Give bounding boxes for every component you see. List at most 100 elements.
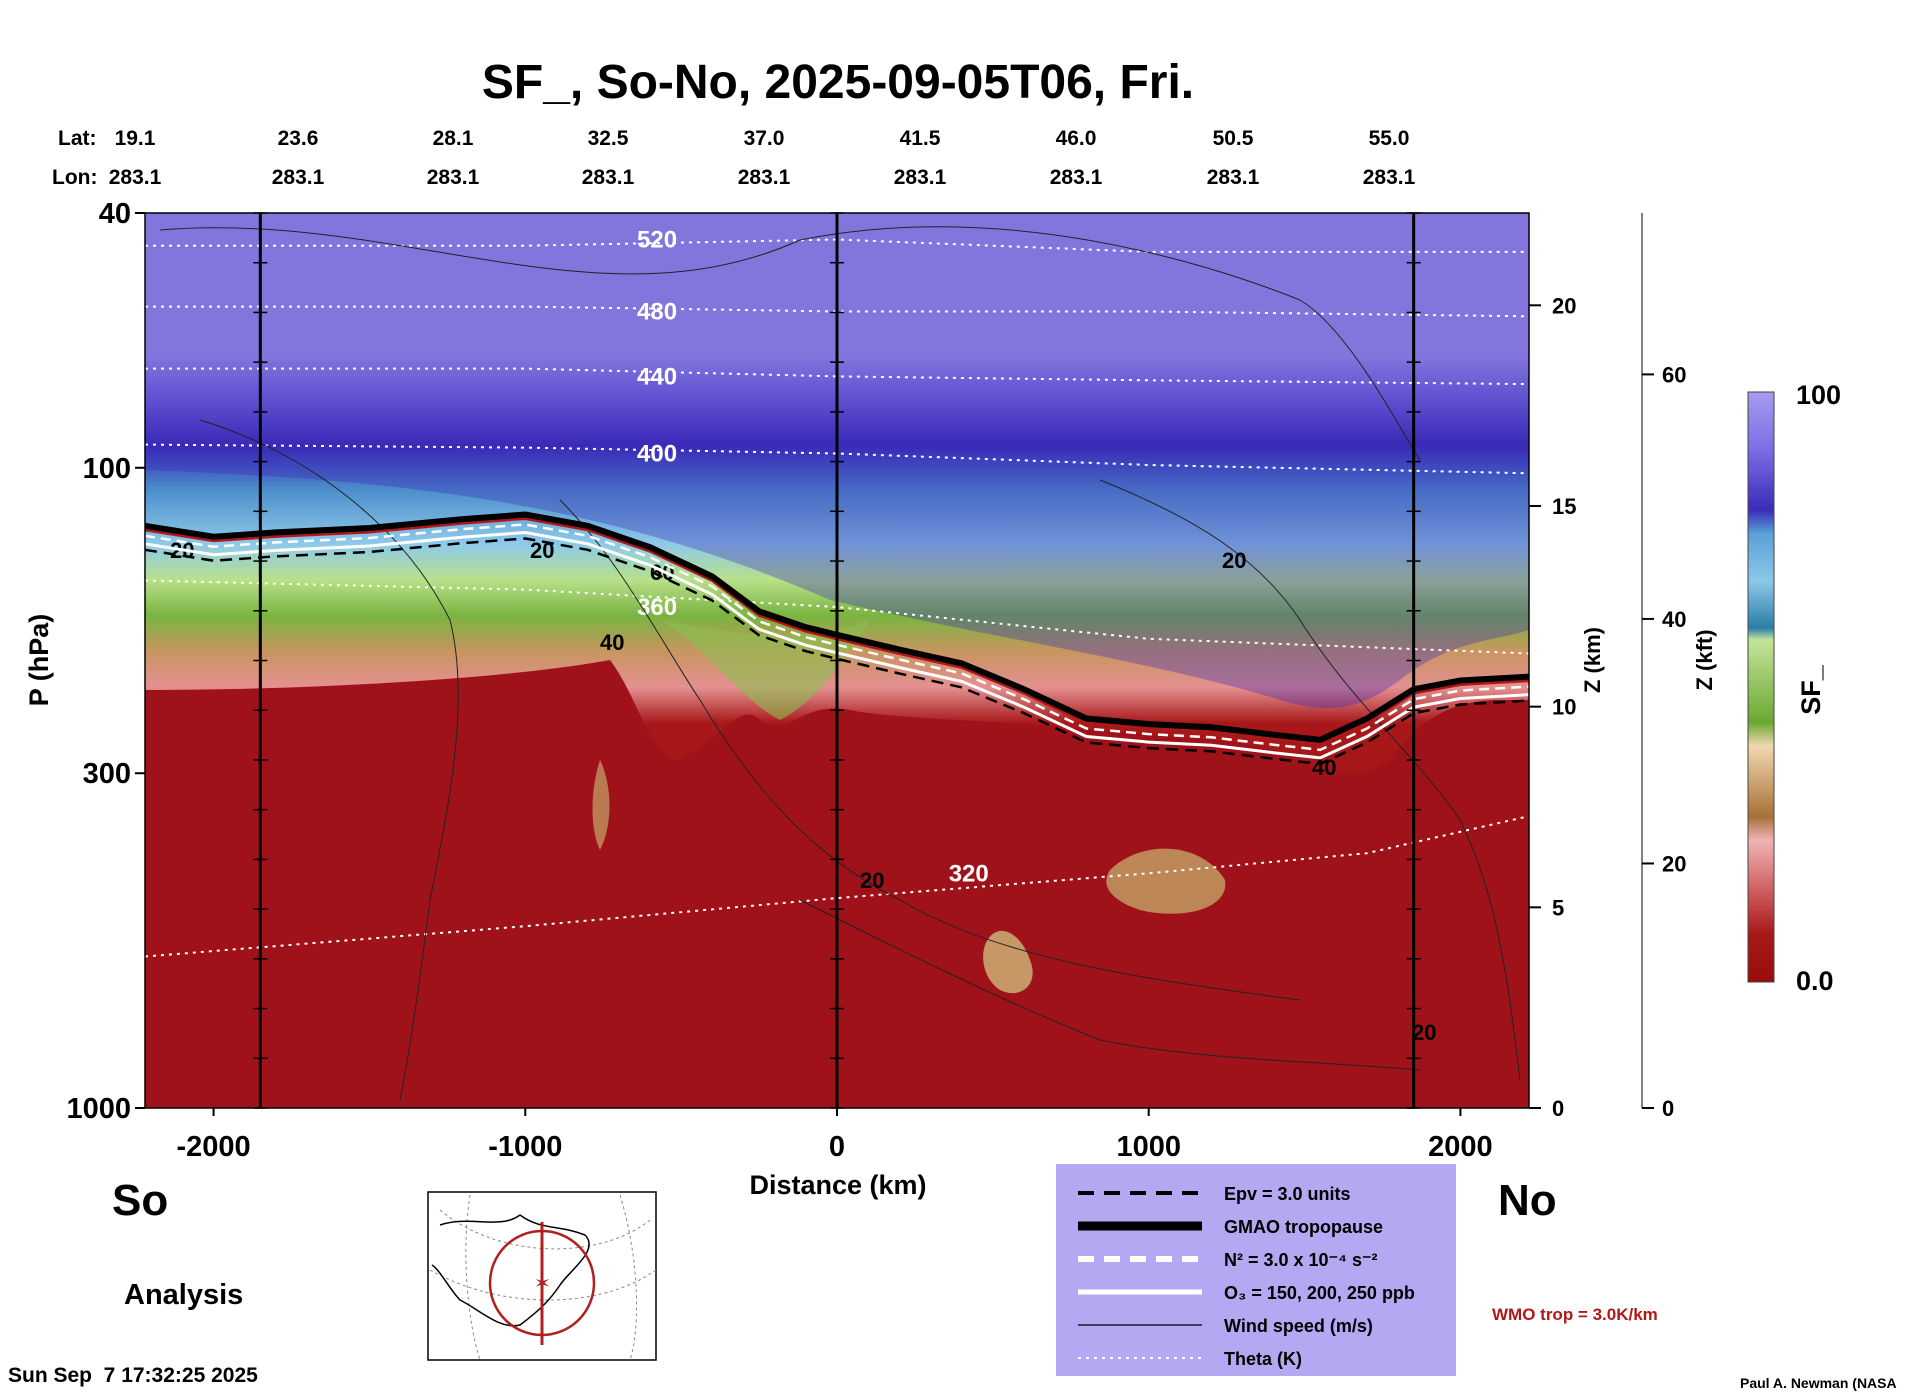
north-label: No [1498,1176,1557,1225]
lat-value: 37.0 [744,127,785,150]
legend: Epv = 3.0 units GMAO tropopause N² = 3.0 x… [1056,1164,1456,1376]
lon-label: Lon: [52,166,97,189]
lon-value: 283.1 [582,166,635,189]
z-km-title: Z (km) [1580,627,1605,693]
wind-speed-label: 40 [600,630,624,655]
wmo-tropopause-line [145,516,1529,746]
theta-contour-label: 520 [637,227,677,254]
lon-value: 283.1 [272,166,325,189]
gmao-tropopause-line [145,511,1529,743]
wind-speed-label: 40 [1312,755,1336,780]
x-tick-label: 2000 [1428,1131,1493,1163]
epv-contour [145,537,1529,766]
lat-value: 19.1 [115,127,156,150]
wind-speed-label: 20 [860,868,884,893]
lon-value: 283.1 [738,166,791,189]
y-tick-label: 100 [83,453,131,485]
lat-value: 50.5 [1213,127,1254,150]
theta-contour-label: 400 [637,441,677,468]
legend-label: O₃ = 150, 200, 250 ppb [1224,1283,1415,1303]
wind-speed-contour [1099,479,1521,1081]
lat-value: 41.5 [900,127,941,150]
theta-contour-label: 480 [637,298,677,325]
z-kft-tick-label: 40 [1662,607,1686,632]
z-km-axis: 0 5 10 15 20 [1528,213,1576,1121]
lon-value: 283.1 [1050,166,1103,189]
x-tick-label: 0 [829,1131,845,1163]
south-label: So [112,1176,168,1225]
tropopause-lines [145,511,1529,766]
x-tick-label: 1000 [1116,1131,1181,1163]
wind-speed-label: 20 [1222,548,1246,573]
green-patch [660,620,870,720]
chart-title: SF_, So-No, 2025-09-05T06, Fri. [482,56,1194,109]
legend-label: N² = 3.0 x 10⁻⁴ s⁻² [1224,1250,1377,1270]
lon-value: 283.1 [109,166,162,189]
lat-label: Lat: [58,127,97,150]
theta-contour [145,815,1529,958]
legend-label: Wind speed (m/s) [1224,1316,1373,1336]
x-tick-label: -2000 [176,1131,250,1163]
colorbar-max-label: 100 [1796,380,1841,410]
lon-value: 283.1 [894,166,947,189]
theta-contour-label: 320 [949,860,989,887]
lat-value: 32.5 [588,127,629,150]
colorbar-title: SF_ [1796,664,1826,715]
analysis-label: Analysis [124,1279,243,1311]
pressure-axis: 40 100 300 1000 [66,198,145,1125]
colorbar-bar [1747,391,1775,983]
z-km-tick-label: 5 [1552,895,1564,920]
colorbar-min-label: 0.0 [1796,966,1834,996]
theta-contour [145,443,1529,475]
lat-value: 46.0 [1056,127,1097,150]
z-km-tick-label: 0 [1552,1096,1564,1121]
z-kft-title: Z (kft) [1692,629,1717,690]
ozone-contour [145,530,1529,760]
z-km-tick-label: 20 [1552,293,1576,318]
theta-contour [145,367,1529,386]
wind-speed-contour [799,899,1421,1071]
x-tick-label: -1000 [488,1131,562,1163]
theta-contour-label: 440 [637,363,677,390]
legend-label: Epv = 3.0 units [1224,1184,1351,1204]
wind-speed-contour [159,226,1421,461]
x-axis-title: Distance (km) [749,1170,926,1200]
z-kft-tick-label: 20 [1662,851,1686,876]
map-center-star-icon: ✶ [534,1273,551,1295]
z-km-tick-label: 15 [1552,494,1576,519]
timestamp-label: Sun Sep 7 17:32:25 2025 [8,1364,258,1387]
theta-contour [145,238,1529,253]
z-kft-tick-label: 0 [1662,1096,1674,1121]
distance-axis: -2000 -1000 0 1000 2000 [176,1108,1493,1163]
legend-label: Theta (K) [1224,1349,1302,1369]
brown-blob-1 [1106,848,1226,914]
z-kft-tick-label: 60 [1662,362,1686,387]
vertical-markers [253,212,1421,1109]
legend-box [1056,1164,1456,1376]
theta-contour [145,305,1529,318]
wind-speed-contour [559,499,1301,1001]
z-kft-axis: 0 20 40 60 [1641,213,1686,1121]
map-coastline [431,1214,590,1327]
y-tick-label: 40 [99,198,131,230]
wmo-note: WMO trop = 3.0K/km [1492,1305,1658,1324]
colorbar: 100 0.0 SF_ [1747,380,1841,996]
latlon-header: 19.1 23.6 28.1 32.5 37.0 41.5 46.0 50.5 55.0 283.… [109,127,1416,189]
theta-contours: 520 480 440 400 360 320 [145,227,1529,958]
brown-blob-2 [983,930,1033,994]
credit-label: Paul A. Newman (NASA [1740,1375,1897,1391]
wind-speed-contour [199,419,459,1101]
lon-value: 283.1 [1363,166,1416,189]
wind-speed-label: 20 [1412,1020,1436,1045]
y-tick-label: 1000 [66,1093,131,1125]
lat-value: 28.1 [433,127,474,150]
lon-value: 283.1 [1207,166,1260,189]
brown-blob-3 [592,760,610,850]
lat-value: 55.0 [1369,127,1410,150]
theta-contour-label: 360 [637,594,677,621]
legend-label: GMAO tropopause [1224,1217,1383,1237]
y-tick-label: 300 [83,758,131,790]
lon-value: 283.1 [427,166,480,189]
